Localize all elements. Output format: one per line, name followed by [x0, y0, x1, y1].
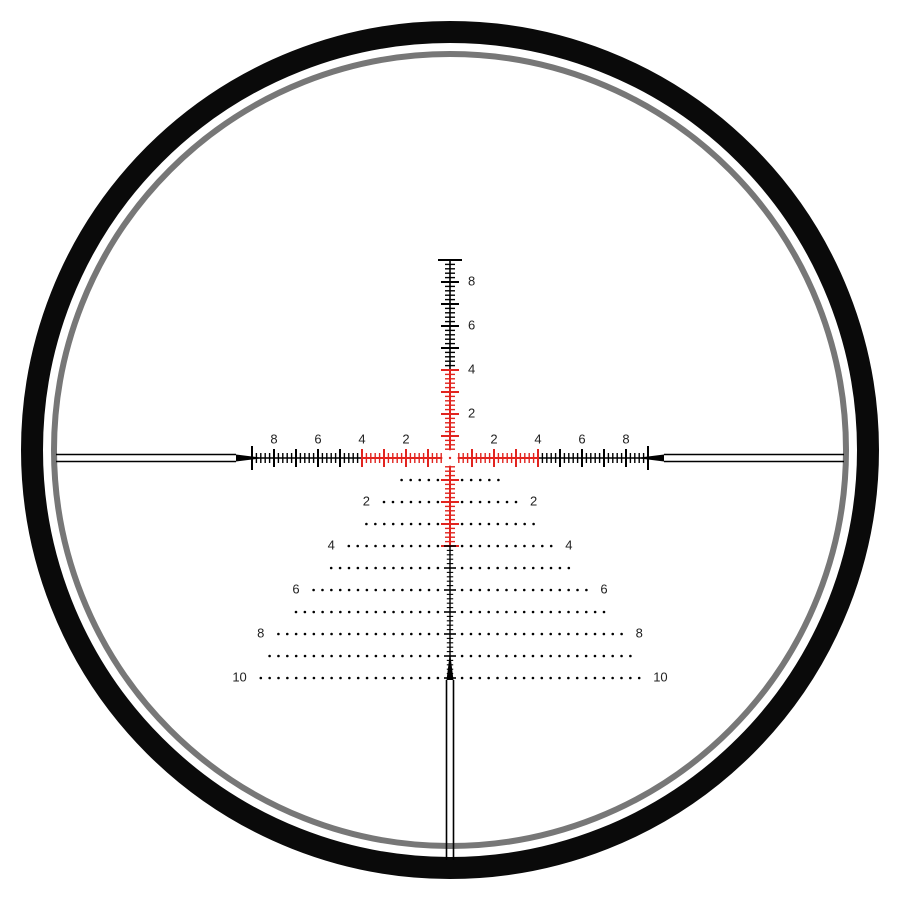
h-scale-label: 8 [622, 431, 629, 446]
h-scale-label: 4 [358, 431, 365, 446]
h-scale-label: 2 [402, 431, 409, 446]
holdover-label: 10 [653, 669, 667, 684]
holdover-label: 4 [328, 537, 335, 552]
h-scale-label: 6 [314, 431, 321, 446]
holdover-label: 4 [565, 537, 572, 552]
h-scale-label: 8 [270, 431, 277, 446]
h-scale-label: 2 [490, 431, 497, 446]
holdover-label: 8 [257, 625, 264, 640]
holdover-label: 6 [600, 581, 607, 596]
v-up-scale-label: 8 [468, 273, 475, 288]
post-left [56, 455, 264, 462]
vertical-up-scale: 8 6 4 2 [438, 260, 475, 450]
holdover-label: 10 [232, 669, 246, 684]
holdover-label: 2 [363, 493, 370, 508]
v-up-scale-label: 6 [468, 317, 475, 332]
center-dot [449, 457, 451, 459]
v-up-scale-label: 4 [468, 361, 475, 376]
holdover-label: 2 [530, 493, 537, 508]
h-scale-label: 6 [578, 431, 585, 446]
v-up-scale-label: 2 [468, 405, 475, 420]
holdover-label: 6 [292, 581, 299, 596]
post-bottom [447, 652, 454, 860]
post-right [636, 455, 844, 462]
h-scale-label: 4 [534, 431, 541, 446]
vertical-down-scale [441, 466, 459, 678]
holdover-label: 8 [636, 625, 643, 640]
reticle-diagram: 864224688642224466881010 [0, 0, 900, 900]
